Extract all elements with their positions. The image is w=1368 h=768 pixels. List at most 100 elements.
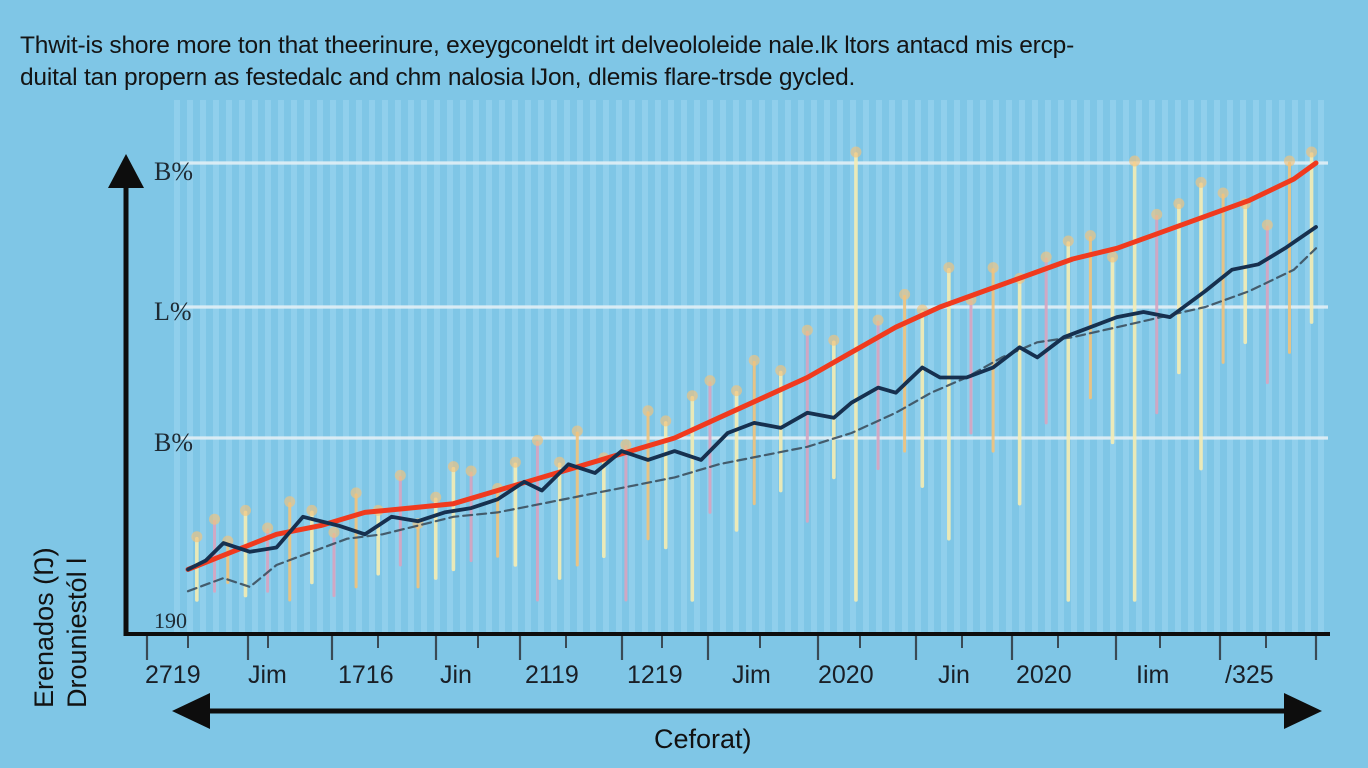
background-stripe — [1084, 100, 1090, 632]
spike-dot — [306, 504, 318, 516]
spike-dot — [1084, 230, 1096, 242]
background-stripe — [850, 100, 856, 632]
y-tick-label: B% — [154, 428, 193, 457]
left-arrow-icon — [172, 693, 210, 729]
background-stripe — [616, 100, 622, 632]
background-stripe — [525, 100, 531, 632]
background-stripe — [1045, 100, 1051, 632]
spike-dot — [850, 146, 862, 158]
y-tick-label: B% — [154, 157, 193, 186]
y-tick-labels: 190 B% L% B% — [154, 157, 193, 633]
background-stripe — [343, 100, 349, 632]
x-tick-label: 2119 — [525, 661, 579, 689]
background-stripe — [317, 100, 323, 632]
background-stripe — [512, 100, 518, 632]
background-stripe — [720, 100, 726, 632]
background-stripe — [915, 100, 921, 632]
background-stripe — [746, 100, 752, 632]
background-stripe — [382, 100, 388, 632]
spike-dot — [899, 288, 911, 300]
x-tick-label: 2020 — [818, 661, 874, 689]
background-stripe — [759, 100, 765, 632]
background-stripe — [772, 100, 778, 632]
background-stripe — [1006, 100, 1012, 632]
background-stripe — [1162, 100, 1168, 632]
background-stripe — [798, 100, 804, 632]
background-stripe — [330, 100, 336, 632]
background-stripe — [395, 100, 401, 632]
background-stripe — [1214, 100, 1220, 632]
background-stripe — [304, 100, 310, 632]
background-stripe — [629, 100, 635, 632]
background-stripe — [551, 100, 557, 632]
spike-dot — [1151, 208, 1163, 220]
up-arrow-icon — [108, 154, 144, 188]
background-stripe — [642, 100, 648, 632]
y-tick-label: L% — [154, 297, 192, 326]
series-line-dashed — [186, 247, 1318, 593]
x-tick-label: 2020 — [1016, 661, 1072, 689]
background-stripe — [265, 100, 271, 632]
x-tick-label: 1716 — [338, 661, 394, 689]
background-stripe — [447, 100, 453, 632]
spike-dot — [262, 522, 274, 534]
spike-dot — [350, 487, 362, 499]
background-stripe — [1253, 100, 1259, 632]
background-stripe — [187, 100, 193, 632]
background-stripe — [356, 100, 362, 632]
spike-dot — [775, 365, 787, 376]
spike-dot — [191, 531, 203, 543]
background-stripe — [980, 100, 986, 632]
background-stripe — [1240, 100, 1246, 632]
background-stripe — [603, 100, 609, 632]
background-stripe — [590, 100, 596, 632]
background-stripe — [1266, 100, 1272, 632]
x-tick-label: Jim — [732, 661, 771, 689]
background-stripe — [707, 100, 713, 632]
background-stripe — [1305, 100, 1311, 632]
background-stripe — [408, 100, 414, 632]
background-stripe — [200, 100, 206, 632]
axes — [108, 154, 1330, 729]
spike-dot — [1217, 187, 1229, 199]
chart-title-line-2: duital tan propern as festedalc and chm … — [20, 64, 856, 91]
background-stripe — [473, 100, 479, 632]
background-stripe — [694, 100, 700, 632]
background-stripe — [252, 100, 258, 632]
series-line-navy — [186, 225, 1318, 572]
background-stripe — [564, 100, 570, 632]
background-stripe — [1149, 100, 1155, 632]
y-tick-label: 190 — [154, 608, 187, 633]
background-stripe — [239, 100, 245, 632]
background-stripe — [213, 100, 219, 632]
spike-dot — [1107, 251, 1119, 263]
spike-dot — [509, 456, 521, 468]
spike-dot — [660, 415, 672, 427]
spike-dot — [828, 334, 840, 346]
background-stripe — [1123, 100, 1129, 632]
spike-dot — [465, 465, 477, 477]
background-stripe — [1019, 100, 1025, 632]
x-tick-label: Iim — [1136, 661, 1169, 689]
background-stripe — [668, 100, 674, 632]
spike-dot — [943, 262, 955, 274]
x-tick-labels: 2719 Jim 1716 Jin 2119 1219 Jim 2020 Jin 2020 Iim /… — [145, 661, 1274, 689]
background-stripe — [369, 100, 375, 632]
spike-dot — [731, 385, 743, 397]
spike-dot — [872, 314, 884, 326]
spike-dot — [284, 496, 296, 508]
right-arrow-icon — [1284, 693, 1322, 729]
x-tick-label: 1219 — [627, 661, 683, 689]
background-stripe — [1201, 100, 1207, 632]
background-stripe — [486, 100, 492, 632]
spike-dot — [801, 324, 813, 336]
x-tick-label: Jim — [248, 661, 287, 689]
background-stripe — [655, 100, 661, 632]
spike-dot — [748, 354, 760, 366]
background-stripes — [174, 100, 1324, 632]
spike-dot — [531, 434, 543, 446]
spike-dot — [554, 456, 566, 468]
spike-dot — [1195, 176, 1207, 188]
background-stripe — [1227, 100, 1233, 632]
